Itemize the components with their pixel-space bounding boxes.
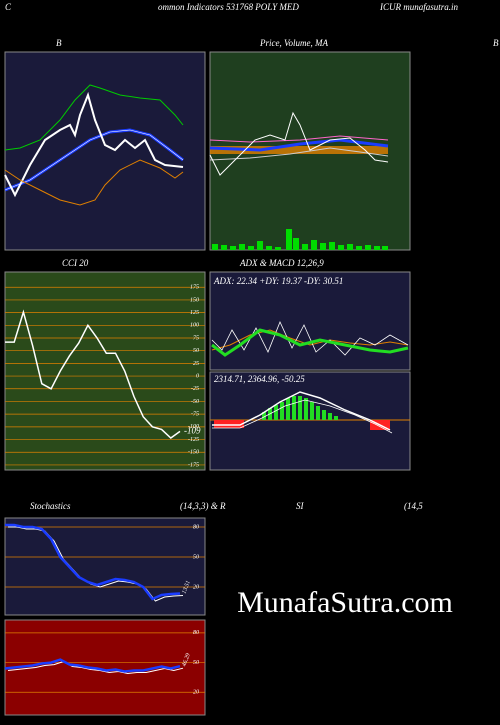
indicator-line bbox=[4, 658, 181, 673]
indicator-line bbox=[5, 309, 181, 439]
last-value-label: 13.51 bbox=[182, 580, 192, 595]
stochastics-panel bbox=[4, 517, 206, 616]
volume-bars bbox=[212, 229, 388, 250]
panel-label: SI bbox=[296, 501, 305, 511]
header-left: C bbox=[5, 2, 12, 12]
panel-label: B bbox=[56, 38, 62, 48]
y-tick-label: 20 bbox=[193, 690, 199, 696]
y-tick-label: 50 bbox=[193, 348, 199, 354]
macd-values: 2314.71, 2364.96, -50.25 bbox=[214, 374, 305, 384]
y-tick-label: 100 bbox=[190, 323, 199, 329]
shadow-line bbox=[7, 661, 184, 675]
panel-label: (14,5 bbox=[404, 501, 423, 511]
y-tick-label: 80 bbox=[193, 524, 199, 530]
panel-label: (14,3,3) & R bbox=[180, 501, 226, 511]
y-tick-label: -25 bbox=[191, 386, 199, 392]
y-tick-label: -75 bbox=[191, 412, 199, 418]
cci-panel bbox=[4, 271, 206, 471]
y-tick-label: -150 bbox=[188, 450, 199, 456]
y-tick-label: -100 bbox=[188, 424, 199, 430]
y-tick-label: -50 bbox=[191, 399, 199, 405]
bollinger-panel bbox=[4, 51, 206, 251]
watermark: MunafaSutra.com bbox=[237, 586, 453, 619]
y-tick-label: 80 bbox=[193, 630, 199, 636]
header-title: ommon Indicators 531768 POLY MED bbox=[158, 2, 299, 12]
y-tick-label: 50 bbox=[193, 660, 199, 666]
adx-panel bbox=[209, 271, 411, 371]
y-tick-label: 150 bbox=[190, 297, 199, 303]
adx-lines bbox=[211, 320, 409, 357]
macd-lines bbox=[212, 391, 393, 434]
panel-label: Price, Volume, MA bbox=[259, 38, 328, 48]
y-tick-label: -175 bbox=[188, 462, 199, 468]
y-tick-label: 175 bbox=[190, 285, 199, 291]
header-right: ICUR munafasutra.in bbox=[379, 2, 459, 12]
y-tick-label: 25 bbox=[193, 361, 199, 367]
last-value-label: -109 bbox=[184, 425, 201, 435]
last-value-label: 46.29 bbox=[181, 652, 192, 667]
indicator-line bbox=[5, 523, 181, 601]
adx-values: ADX: 22.34 +DY: 19.37 -DY: 30.51 bbox=[213, 276, 343, 286]
y-tick-label: 75 bbox=[193, 335, 199, 341]
price-lines bbox=[209, 111, 389, 176]
bollinger-lines bbox=[4, 84, 184, 206]
y-tick-label: 125 bbox=[190, 310, 199, 316]
panel-label: CCI 20 bbox=[62, 258, 89, 268]
panel-label: B bbox=[493, 38, 499, 48]
y-tick-label: -125 bbox=[188, 437, 199, 443]
panel-label: Stochastics bbox=[30, 501, 71, 511]
y-tick-label: 50 bbox=[193, 554, 199, 560]
y-tick-label: 20 bbox=[193, 584, 199, 590]
y-tick-label: 0 bbox=[196, 373, 199, 379]
panel-label: ADX & MACD 12,26,9 bbox=[239, 258, 324, 268]
